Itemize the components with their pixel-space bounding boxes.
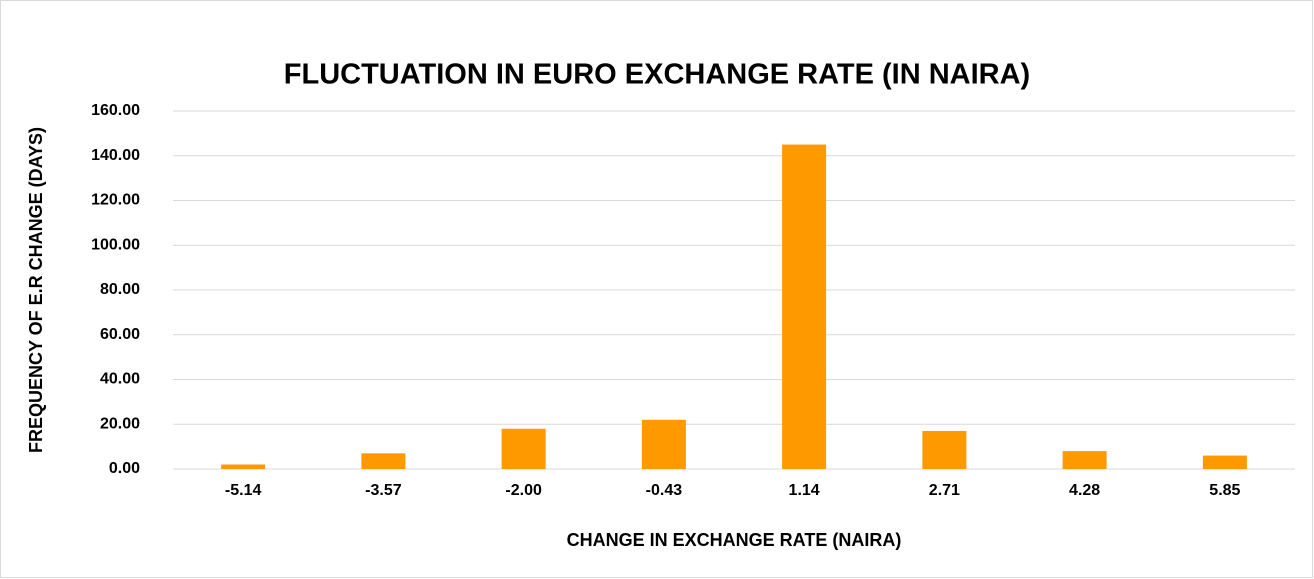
y-tick-label: 40.00 [100,371,140,388]
x-tick-label: -3.57 [365,482,402,499]
x-tick-label: -5.14 [225,482,262,499]
bar [221,464,266,469]
y-axis-title: FREQUENCY OF E.R CHANGE (DAYS) [26,127,46,453]
y-tick-label: 100.00 [91,236,140,253]
bar [1202,455,1247,469]
y-tick-label: 80.00 [100,281,140,298]
x-tick-label: 5.85 [1209,482,1240,499]
x-tick-label: 1.14 [789,482,820,499]
x-tick-label: 2.71 [929,482,960,499]
y-tick-label: 0.00 [109,460,140,477]
y-tick-label: 120.00 [91,192,140,209]
x-tick-label: 4.28 [1069,482,1100,499]
y-tick-label: 20.00 [100,415,140,432]
bar [361,453,406,469]
y-tick-label: 140.00 [91,147,140,164]
bar [782,144,827,469]
x-tick-label: -0.43 [646,482,683,499]
bar [501,428,546,469]
chart-title: FLUCTUATION IN EURO EXCHANGE RATE (IN NA… [284,59,1030,91]
x-axis-title: CHANGE IN EXCHANGE RATE (NAIRA) [567,530,902,550]
bar [641,419,686,469]
y-tick-label: 60.00 [100,326,140,343]
bar [1062,451,1107,469]
x-tick-label: -2.00 [505,482,542,499]
bar [922,430,967,469]
y-tick-label: 160.00 [91,102,140,119]
